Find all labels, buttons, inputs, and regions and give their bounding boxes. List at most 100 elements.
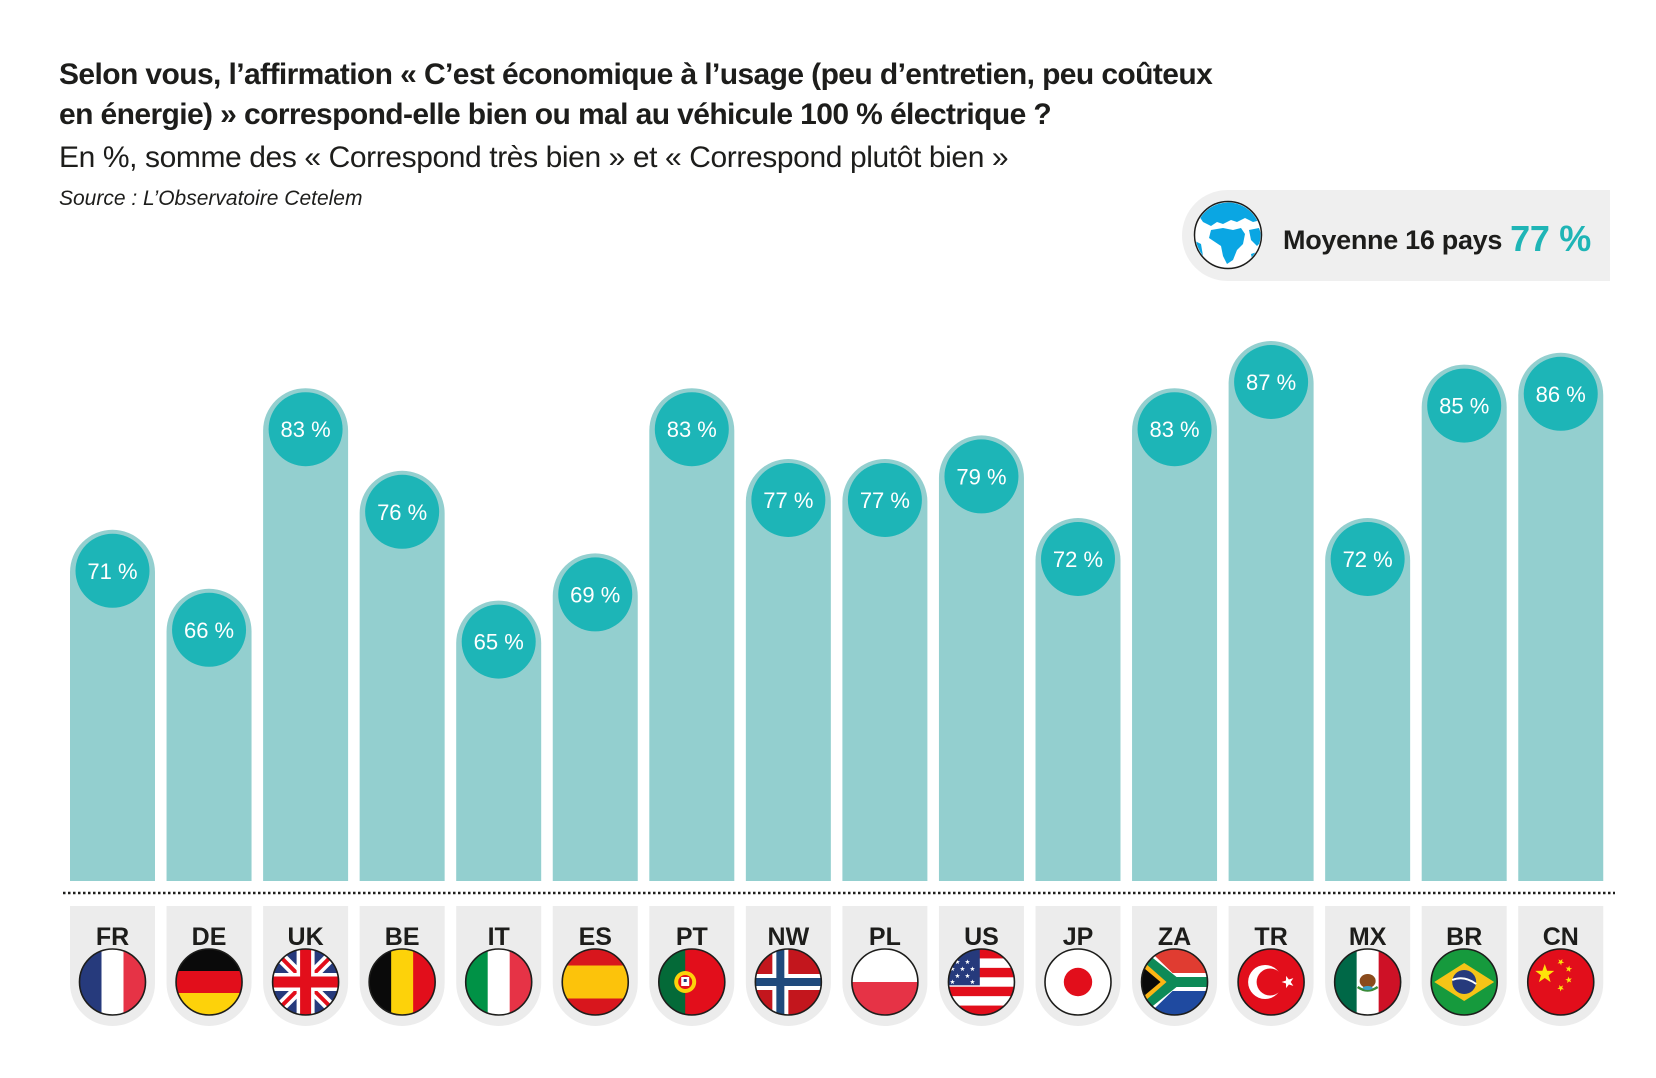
country-tile-jp: JP bbox=[1035, 906, 1121, 1026]
value-circle bbox=[558, 557, 633, 632]
average-value: 77 % bbox=[1510, 218, 1591, 259]
country-tile-pt: PT bbox=[649, 906, 735, 1026]
country-tile-nw: NW bbox=[745, 906, 831, 1026]
value-label: 79 % bbox=[956, 464, 1006, 489]
value-circle bbox=[75, 533, 150, 608]
bar-group-nw: 77 % bbox=[745, 459, 831, 881]
value-label: 69 % bbox=[570, 582, 620, 607]
flag-italy-icon bbox=[464, 948, 533, 1016]
bar-group-de: 66 % bbox=[166, 588, 252, 881]
country-code-label: CN bbox=[1543, 923, 1579, 951]
value-label: 83 % bbox=[1149, 417, 1199, 442]
country-tile-it: IT bbox=[456, 906, 542, 1026]
chart-source: Source : L’Observatoire Cetelem bbox=[59, 187, 363, 210]
value-circle bbox=[1041, 522, 1115, 596]
value-label: 66 % bbox=[184, 618, 234, 643]
value-label: 86 % bbox=[1536, 382, 1586, 407]
bar-group-us: 79 % bbox=[938, 435, 1024, 881]
value-label: 77 % bbox=[860, 488, 910, 513]
bar bbox=[1035, 518, 1121, 881]
flag-portugal-icon bbox=[657, 948, 726, 1016]
value-circle bbox=[1234, 345, 1309, 419]
value-circle bbox=[1137, 392, 1212, 467]
country-tile-za: ZA bbox=[1132, 906, 1218, 1026]
flag-usa-icon bbox=[947, 948, 1016, 1016]
bar-group-tr: 87 % bbox=[1228, 341, 1314, 882]
flag-poland-icon bbox=[851, 948, 919, 1016]
country-tile-tr: TR bbox=[1228, 906, 1314, 1026]
value-circle bbox=[654, 392, 729, 467]
country-tile-be: BE bbox=[359, 906, 445, 1026]
bar-group-es: 69 % bbox=[552, 553, 638, 881]
value-circle bbox=[172, 592, 247, 667]
bar-group-it: 65 % bbox=[456, 600, 542, 881]
country-tile-mx: MX bbox=[1325, 906, 1411, 1026]
bar bbox=[552, 553, 638, 881]
flag-norway-icon bbox=[754, 948, 823, 1016]
bar-group-za: 83 % bbox=[1132, 388, 1218, 881]
bar bbox=[649, 388, 735, 881]
country-code-label: IT bbox=[488, 923, 510, 951]
globe-icon bbox=[1193, 200, 1263, 270]
bar bbox=[938, 435, 1024, 881]
bar-group-cn: 86 % bbox=[1518, 352, 1604, 881]
value-circle bbox=[847, 463, 922, 537]
value-label: 83 % bbox=[667, 417, 717, 442]
country-code-label: BR bbox=[1446, 923, 1482, 951]
bar bbox=[745, 459, 831, 881]
value-label: 76 % bbox=[377, 500, 427, 525]
bar bbox=[1325, 518, 1411, 881]
average-text: Moyenne 16 pays 77 % bbox=[1283, 216, 1591, 259]
flag-belgium-icon bbox=[368, 948, 436, 1016]
value-circle bbox=[461, 604, 536, 679]
bar-group-uk: 83 % bbox=[263, 388, 349, 881]
bar-group-jp: 72 % bbox=[1035, 518, 1121, 881]
flag-spain-icon bbox=[561, 948, 630, 1016]
bar bbox=[70, 529, 155, 881]
country-code-label: TR bbox=[1254, 923, 1287, 951]
title-line-2: en énergie) » correspond-elle bien ou ma… bbox=[59, 98, 1052, 131]
country-code-label: US bbox=[964, 923, 999, 951]
bar-group-pt: 83 % bbox=[649, 388, 735, 881]
value-circle bbox=[751, 463, 826, 537]
value-circle bbox=[1330, 522, 1405, 596]
country-tiles-layer: FR DE UK BE IT ES PT NW PL US JP ZA TR MX BR CN bbox=[70, 906, 1604, 1026]
bar bbox=[1518, 352, 1604, 881]
flag-china-icon bbox=[1526, 948, 1595, 1016]
country-code-label: BE bbox=[385, 923, 420, 951]
country-code-label: FR bbox=[96, 923, 129, 951]
average-label: Moyenne 16 pays bbox=[1283, 225, 1503, 255]
bars-layer: 71 % 66 % 83 % 76 % 65 % 69 % 83 % 77 % 77 % 79 %… bbox=[70, 341, 1604, 882]
chart-title: Selon vous, l’affirmation « C’est économ… bbox=[59, 55, 1399, 135]
country-code-label: MX bbox=[1349, 923, 1387, 951]
flag-mexico-icon bbox=[1333, 948, 1402, 1016]
country-code-label: PT bbox=[676, 923, 708, 951]
country-code-label: ZA bbox=[1158, 923, 1191, 951]
flag-brazil-icon bbox=[1430, 948, 1498, 1016]
flag-uk-icon bbox=[271, 948, 340, 1016]
country-tile-de: DE bbox=[166, 906, 252, 1026]
chart-subtitle: En %, somme des « Correspond très bien »… bbox=[59, 141, 1009, 174]
flag-japan-icon bbox=[1044, 948, 1112, 1016]
country-code-label: NW bbox=[768, 923, 810, 951]
value-label: 72 % bbox=[1053, 547, 1103, 572]
value-label: 83 % bbox=[281, 417, 331, 442]
value-label: 85 % bbox=[1439, 394, 1489, 419]
value-label: 87 % bbox=[1246, 370, 1296, 395]
bar bbox=[1421, 364, 1507, 881]
value-circle bbox=[268, 392, 343, 467]
flag-france-icon bbox=[78, 948, 147, 1016]
value-label: 65 % bbox=[474, 630, 524, 655]
value-circle bbox=[944, 439, 1019, 514]
bar bbox=[1132, 388, 1218, 881]
country-code-label: JP bbox=[1063, 923, 1094, 951]
bar bbox=[1228, 341, 1314, 882]
bar bbox=[842, 459, 928, 881]
flag-turkey-icon bbox=[1237, 948, 1305, 1016]
country-tile-fr: FR bbox=[70, 906, 155, 1026]
country-code-label: DE bbox=[192, 923, 227, 951]
bar bbox=[166, 588, 252, 881]
bar-group-pl: 77 % bbox=[842, 459, 928, 881]
country-tile-cn: CN bbox=[1518, 906, 1604, 1026]
